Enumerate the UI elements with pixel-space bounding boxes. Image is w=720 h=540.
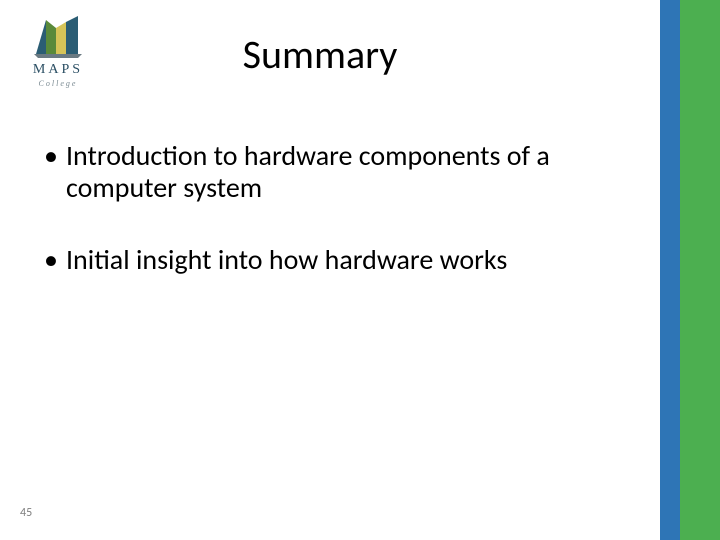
- bullet-item: Initial insight into how hardware works: [42, 244, 612, 276]
- page-number: 45: [20, 506, 32, 520]
- slide: MAPS College Summary Introduction to har…: [0, 0, 720, 540]
- bullet-item: Introduction to hardware components of a…: [42, 140, 612, 204]
- content-area: Introduction to hardware components of a…: [42, 140, 612, 277]
- logo-subtitle: College: [18, 79, 98, 88]
- accent-stripe-green: [680, 0, 720, 540]
- slide-title: Summary: [0, 30, 640, 79]
- accent-stripe-blue: [660, 0, 680, 540]
- bullet-list: Introduction to hardware components of a…: [42, 140, 612, 277]
